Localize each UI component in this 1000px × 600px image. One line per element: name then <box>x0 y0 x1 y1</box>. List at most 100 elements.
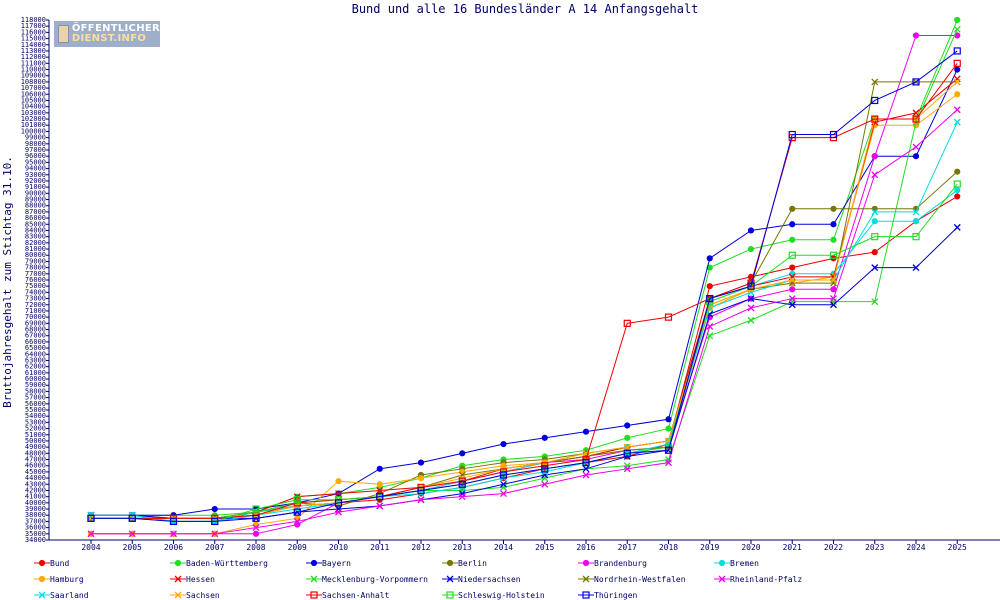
legend-item: Baden-Württemberg <box>170 559 268 568</box>
series-line <box>91 183 958 522</box>
data-point <box>788 130 796 139</box>
y-tick-label: 55000 <box>25 406 46 414</box>
data-point <box>747 282 755 290</box>
y-tick-label: 72000 <box>25 301 46 309</box>
series-saarland <box>87 118 961 525</box>
data-point <box>665 425 672 432</box>
data-point <box>293 517 301 525</box>
legend-marker <box>582 559 590 567</box>
data-point <box>788 251 796 259</box>
y-tick-label: 99000 <box>25 134 46 142</box>
data-point <box>706 255 713 262</box>
data-point <box>953 25 961 33</box>
y-tick-label: 112000 <box>21 53 46 61</box>
y-tick-label: 56000 <box>25 400 46 408</box>
x-tick-label: 2021 <box>783 543 802 552</box>
data-point <box>871 171 879 179</box>
data-point <box>499 471 508 479</box>
x-tick-label: 2009 <box>288 543 307 552</box>
data-point <box>706 294 714 303</box>
site-logo: ÖFFENTLICHER DIENST.INFO <box>54 21 160 47</box>
data-point <box>912 78 920 86</box>
legend-marker <box>310 575 318 583</box>
data-point <box>541 465 549 473</box>
series-line <box>91 93 958 535</box>
legend-label: Sachsen <box>186 591 220 600</box>
x-tick-label: 2010 <box>329 543 348 552</box>
y-tick-label: 64000 <box>25 350 46 358</box>
logo-line2: DIENST.INFO <box>71 33 147 44</box>
legend-item: Saarland <box>34 591 89 600</box>
series-line <box>91 109 958 535</box>
data-point <box>293 496 301 504</box>
series-rheinland-pfalz <box>87 106 961 538</box>
y-tick-label: 101000 <box>21 121 46 129</box>
y-tick-label: 67000 <box>25 332 46 340</box>
x-tick-label: 2005 <box>123 543 142 552</box>
data-point <box>500 440 507 448</box>
data-point <box>334 499 343 507</box>
y-tick-label: 49000 <box>25 443 46 451</box>
data-point <box>830 286 837 293</box>
y-tick-label: 104000 <box>21 103 46 111</box>
y-tick-label: 35000 <box>25 530 46 538</box>
data-point <box>912 208 920 216</box>
x-tick-label: 2020 <box>741 543 760 552</box>
legend-marker <box>718 575 726 583</box>
data-point <box>623 449 631 457</box>
series-hamburg <box>87 91 961 537</box>
data-point <box>788 276 796 284</box>
y-tick-label: 96000 <box>25 152 46 160</box>
y-tick-label: 110000 <box>21 66 46 74</box>
data-point <box>376 481 383 488</box>
legend-label: Brandenburg <box>594 559 647 568</box>
y-tick-label: 62000 <box>25 363 46 371</box>
y-tick-label: 48000 <box>25 449 46 457</box>
y-tick-label: 93000 <box>25 171 46 179</box>
x-tick-label: 2015 <box>535 543 554 552</box>
data-point <box>954 16 961 24</box>
data-point <box>665 459 672 467</box>
y-tick-label: 53000 <box>25 418 46 426</box>
legend-label: Baden-Württemberg <box>186 559 268 568</box>
legend-item: Bremen <box>714 559 759 568</box>
x-tick-label: 2018 <box>659 543 678 552</box>
legend-marker <box>174 591 182 599</box>
y-tick-label: 98000 <box>25 140 46 148</box>
logo-line1: ÖFFENTLICHER <box>71 23 160 34</box>
data-point <box>830 205 837 212</box>
data-point <box>335 490 342 498</box>
x-tick-label: 2019 <box>700 543 719 552</box>
y-tick-label: 43000 <box>25 480 46 488</box>
data-point <box>954 187 961 194</box>
data-point <box>458 493 466 501</box>
data-point <box>912 32 920 39</box>
y-tick-label: 46000 <box>25 462 46 470</box>
series-line <box>91 81 958 519</box>
series-line <box>91 19 958 516</box>
data-point <box>871 298 879 306</box>
y-axis-label: Bruttojahresgehalt zum Stichtag 31.10. <box>1 156 14 408</box>
legend-item: Berlin <box>442 559 487 568</box>
data-point <box>830 295 837 303</box>
series-line <box>91 50 958 522</box>
y-tick-label: 85000 <box>25 220 46 228</box>
data-point <box>623 443 631 451</box>
data-point <box>871 218 878 225</box>
data-point <box>665 416 672 423</box>
y-tick-label: 114000 <box>21 41 46 49</box>
plot-area: 3400035000360003700038000390004000041000… <box>21 16 1000 552</box>
y-tick-label: 58000 <box>25 387 46 395</box>
x-tick-label: 2011 <box>370 543 389 552</box>
data-point <box>788 301 796 309</box>
y-tick-label: 79000 <box>25 257 46 265</box>
x-tick-label: 2013 <box>453 543 472 552</box>
data-point <box>169 517 178 526</box>
series-line <box>91 195 958 519</box>
data-point <box>459 450 466 457</box>
y-tick-label: 80000 <box>25 251 46 259</box>
y-tick-label: 88000 <box>25 202 46 210</box>
y-tick-label: 68000 <box>25 326 46 334</box>
data-point <box>871 153 878 160</box>
data-point <box>376 502 384 510</box>
